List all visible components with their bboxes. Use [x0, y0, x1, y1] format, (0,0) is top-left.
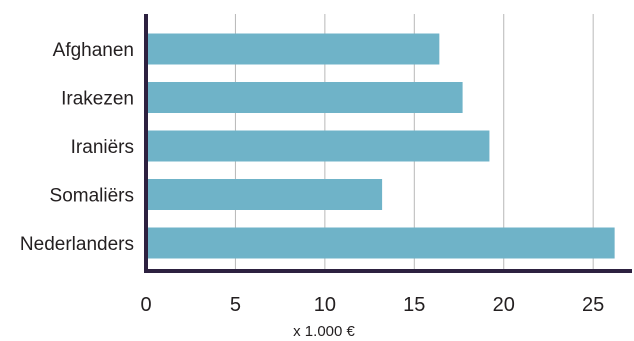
- axes: [144, 14, 632, 273]
- bars: [148, 33, 615, 259]
- category-label: Afghanen: [53, 40, 134, 61]
- x-tick-label: 20: [493, 294, 515, 316]
- bar-somaliërs: [148, 179, 383, 210]
- bar-iraniërs: [148, 130, 490, 162]
- category-labels: Afghanen Irakezen Iraniërs Somaliërs Nederla…: [20, 40, 134, 255]
- x-tick-label: 25: [582, 294, 604, 316]
- bar-afghanen: [148, 33, 440, 65]
- x-tick-label: 15: [403, 294, 425, 316]
- bar-nederlanders: [148, 227, 615, 259]
- x-tick-label: 10: [314, 294, 336, 316]
- bar-irakezen: [148, 82, 463, 113]
- category-label: Nederlanders: [20, 234, 134, 255]
- category-label: Somaliërs: [50, 186, 134, 207]
- x-axis-unit-label: x 1.000 €: [293, 323, 355, 340]
- x-tick-label: 0: [140, 294, 151, 316]
- category-label: Iraniërs: [71, 137, 134, 158]
- x-tick-label: 5: [230, 294, 241, 316]
- tick-labels: 0 5 10 15 20 25: [140, 294, 604, 316]
- category-label: Irakezen: [61, 89, 134, 110]
